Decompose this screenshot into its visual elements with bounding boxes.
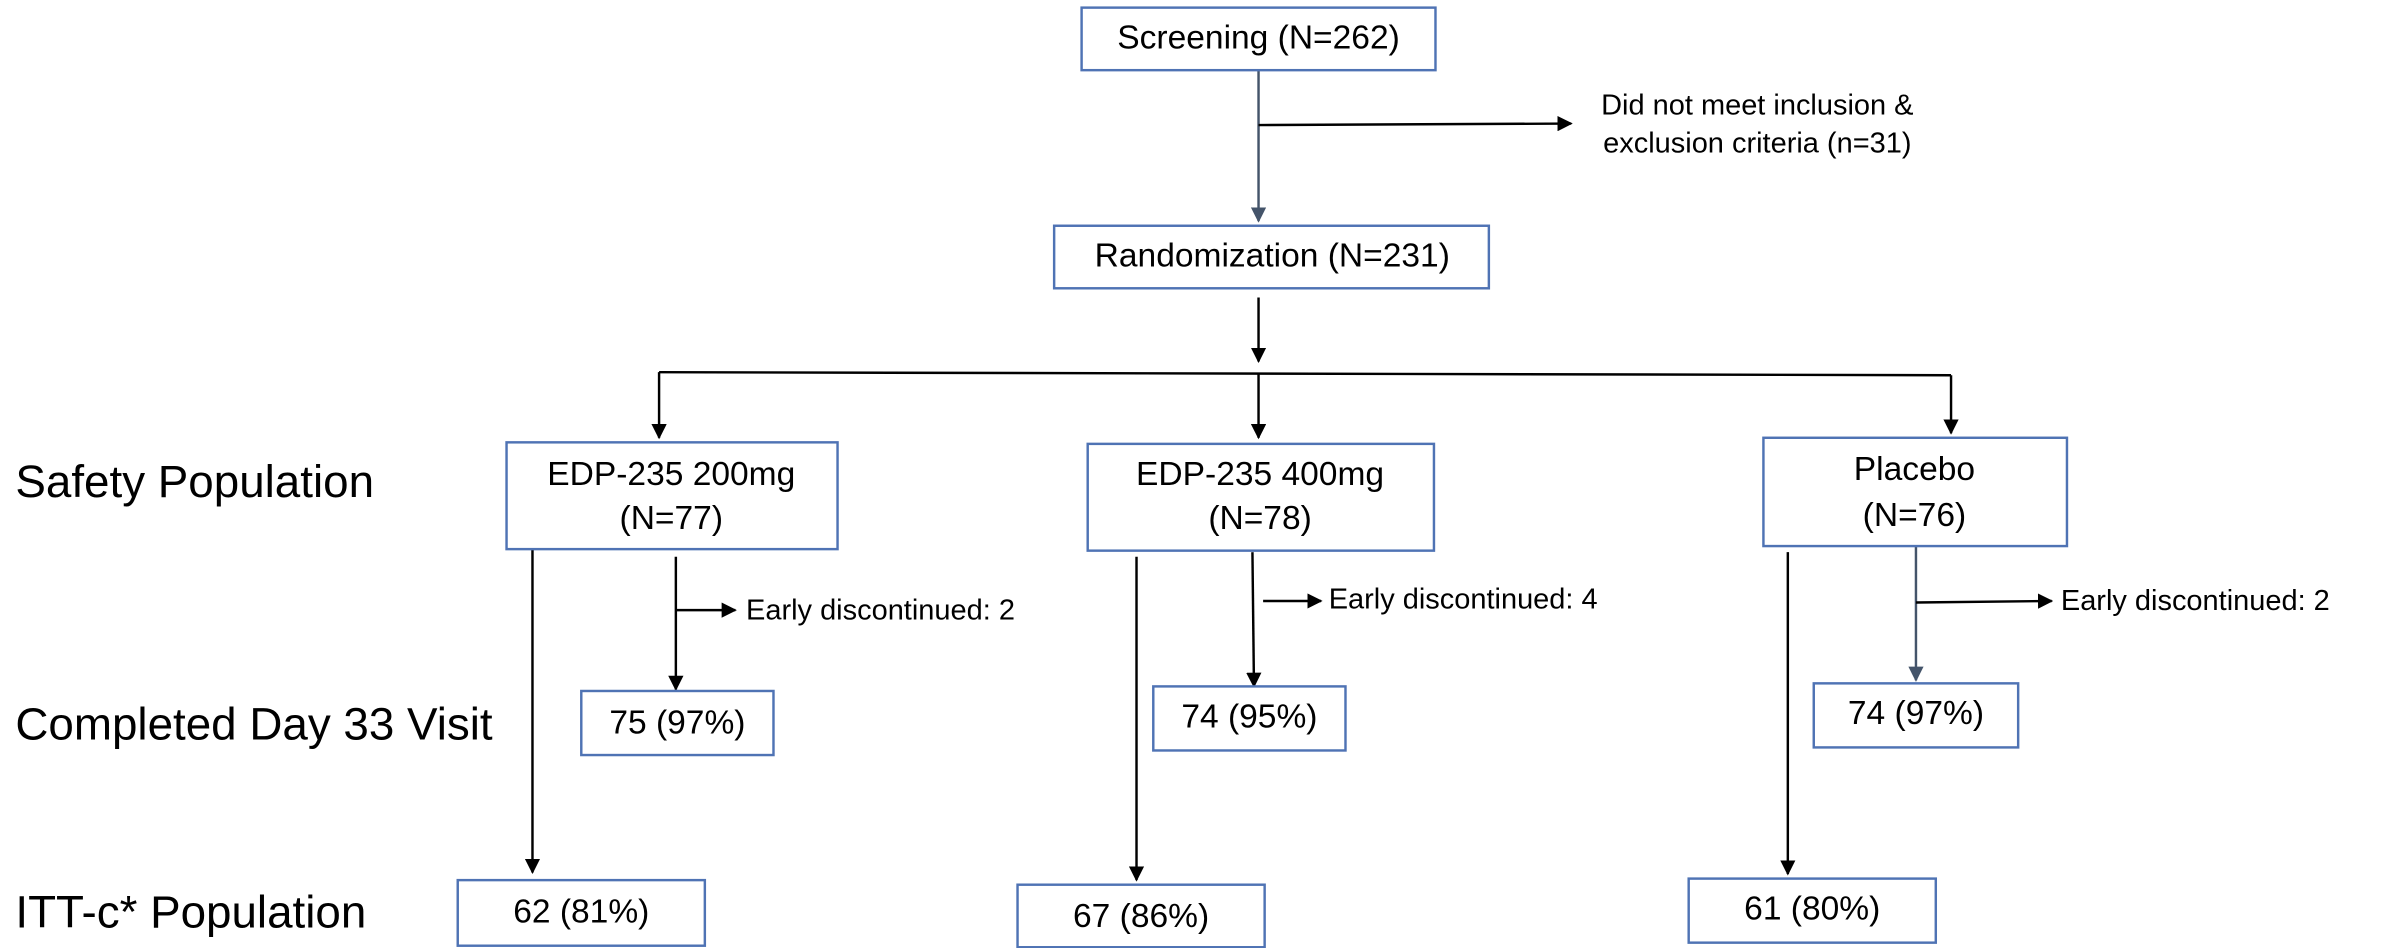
connectors	[524, 70, 2054, 882]
note: Early discontinued: 2	[2061, 585, 2330, 617]
box-text: Randomization (N=231)	[1095, 238, 1450, 275]
arrow	[1246, 552, 1262, 688]
box	[1762, 436, 2069, 548]
box-text: EDP-235 400mg	[1136, 456, 1384, 493]
box-text: (N=77)	[620, 500, 723, 537]
box-text: EDP-235 200mg	[547, 456, 795, 493]
row-label: ITT-c* Population	[15, 886, 366, 937]
box-text: 74 (95%)	[1181, 698, 1317, 735]
box-text: (N=76)	[1863, 497, 1966, 534]
box	[456, 878, 707, 947]
arrow	[1258, 115, 1573, 132]
box-text: 62 (81%)	[513, 894, 649, 931]
line	[659, 370, 1952, 377]
box-text: 74 (97%)	[1848, 695, 1984, 732]
box	[1687, 877, 1938, 944]
note: exclusion criteria (n=31)	[1603, 128, 1911, 160]
box	[1086, 442, 1436, 552]
note: Early discontinued: 2	[746, 594, 1015, 626]
arrow	[1915, 593, 2054, 609]
box	[1052, 224, 1491, 290]
box	[580, 689, 775, 757]
box-text: (N=78)	[1208, 500, 1311, 537]
box	[1812, 682, 2020, 749]
box-text: Placebo	[1854, 451, 1975, 488]
box	[1152, 685, 1347, 752]
box-text: Screening (N=262)	[1117, 20, 1400, 57]
note: Did not meet inclusion &	[1601, 89, 1913, 121]
box	[505, 441, 839, 551]
row-label: Completed Day 33 Visit	[15, 699, 493, 750]
row-label: Safety Population	[15, 456, 374, 507]
box-text: 61 (80%)	[1744, 890, 1880, 927]
box	[1080, 6, 1437, 72]
box-text: 75 (97%)	[609, 704, 745, 741]
box-text: 67 (86%)	[1073, 898, 1209, 935]
box	[1016, 883, 1266, 948]
note: Early discontinued: 4	[1329, 584, 1598, 616]
